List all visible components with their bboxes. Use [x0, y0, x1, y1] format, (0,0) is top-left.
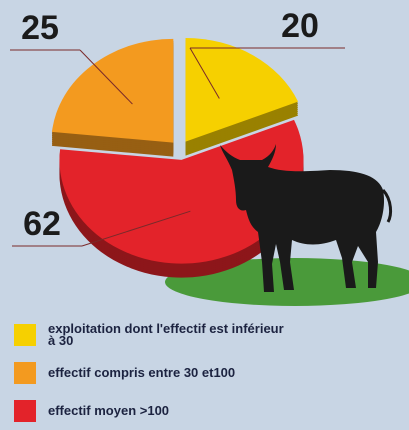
legend-label: effectif moyen >100: [48, 405, 288, 417]
legend: exploitation dont l'effectif est inférie…: [14, 316, 394, 430]
legend-item: exploitation dont l'effectif est inférie…: [14, 316, 394, 354]
slice: [52, 39, 173, 143]
legend-swatch: [14, 362, 36, 384]
page: 20 25 62 exploitation dont l'effectif est …: [0, 0, 409, 410]
legend-item: effectif compris entre 30 et100: [14, 354, 394, 392]
bull-tail: [383, 190, 391, 222]
value-label: 62: [23, 205, 61, 243]
value-label: 25: [21, 9, 59, 47]
legend-swatch: [14, 324, 36, 346]
chart: 20 25 62: [0, 0, 409, 316]
legend-swatch: [14, 400, 36, 422]
value-label: 20: [281, 7, 319, 45]
legend-item: effectif moyen >100: [14, 392, 394, 430]
legend-label: effectif compris entre 30 et100: [48, 367, 288, 379]
legend-label: exploitation dont l'effectif est inférie…: [48, 323, 288, 347]
